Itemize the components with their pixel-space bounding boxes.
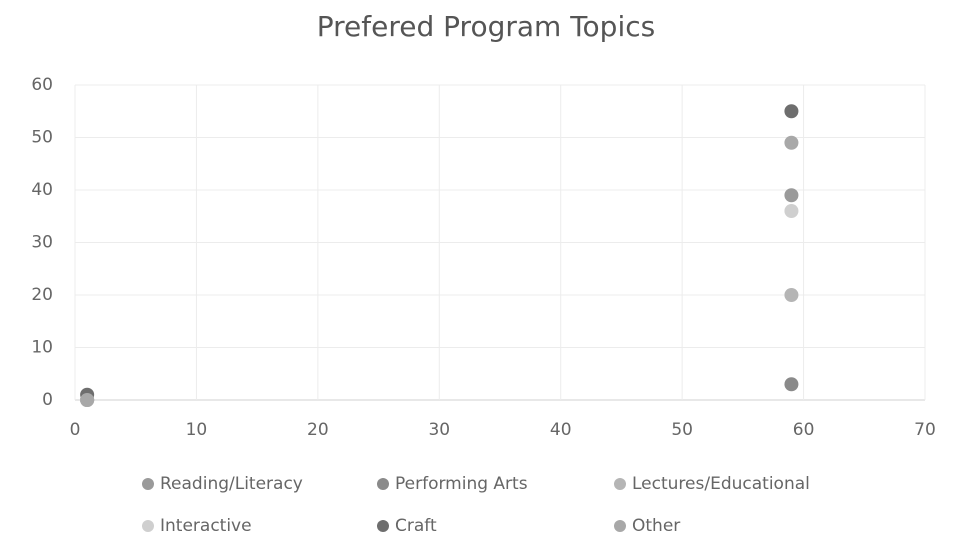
y-tick-label: 0	[42, 390, 53, 410]
legend-swatch	[142, 520, 154, 532]
legend-swatch	[614, 520, 626, 532]
x-tick-label: 70	[914, 420, 936, 440]
x-tick-label: 30	[428, 420, 450, 440]
legend-label: Reading/Literacy	[160, 474, 303, 494]
legend-swatch	[142, 478, 154, 490]
x-tick-label: 20	[307, 420, 329, 440]
legend-swatch	[377, 520, 389, 532]
legend-label: Interactive	[160, 516, 252, 536]
y-tick-label: 10	[31, 338, 53, 358]
x-tick-label: 60	[793, 420, 815, 440]
point	[784, 104, 799, 119]
point	[80, 393, 95, 407]
x-tick-label: 0	[70, 420, 81, 440]
legend-label: Performing Arts	[395, 474, 528, 494]
y-tick-label: 40	[31, 180, 53, 200]
legend-swatch	[377, 478, 389, 490]
y-tick-label: 50	[31, 128, 53, 148]
point	[784, 288, 799, 302]
y-tick-label: 20	[31, 285, 53, 305]
x-tick-label: 40	[550, 420, 572, 440]
point	[784, 377, 799, 392]
chart-title: Prefered Program Topics	[317, 10, 655, 43]
y-tick-label: 60	[31, 75, 53, 95]
legend-label: Craft	[395, 516, 437, 536]
point	[784, 204, 799, 218]
legend-label: Lectures/Educational	[632, 474, 810, 494]
legend-swatch	[614, 478, 626, 490]
x-tick-label: 10	[186, 420, 208, 440]
point	[784, 135, 799, 150]
point	[784, 188, 799, 203]
y-tick-label: 30	[31, 233, 53, 253]
legend-label: Other	[632, 516, 680, 536]
x-tick-label: 50	[671, 420, 693, 440]
